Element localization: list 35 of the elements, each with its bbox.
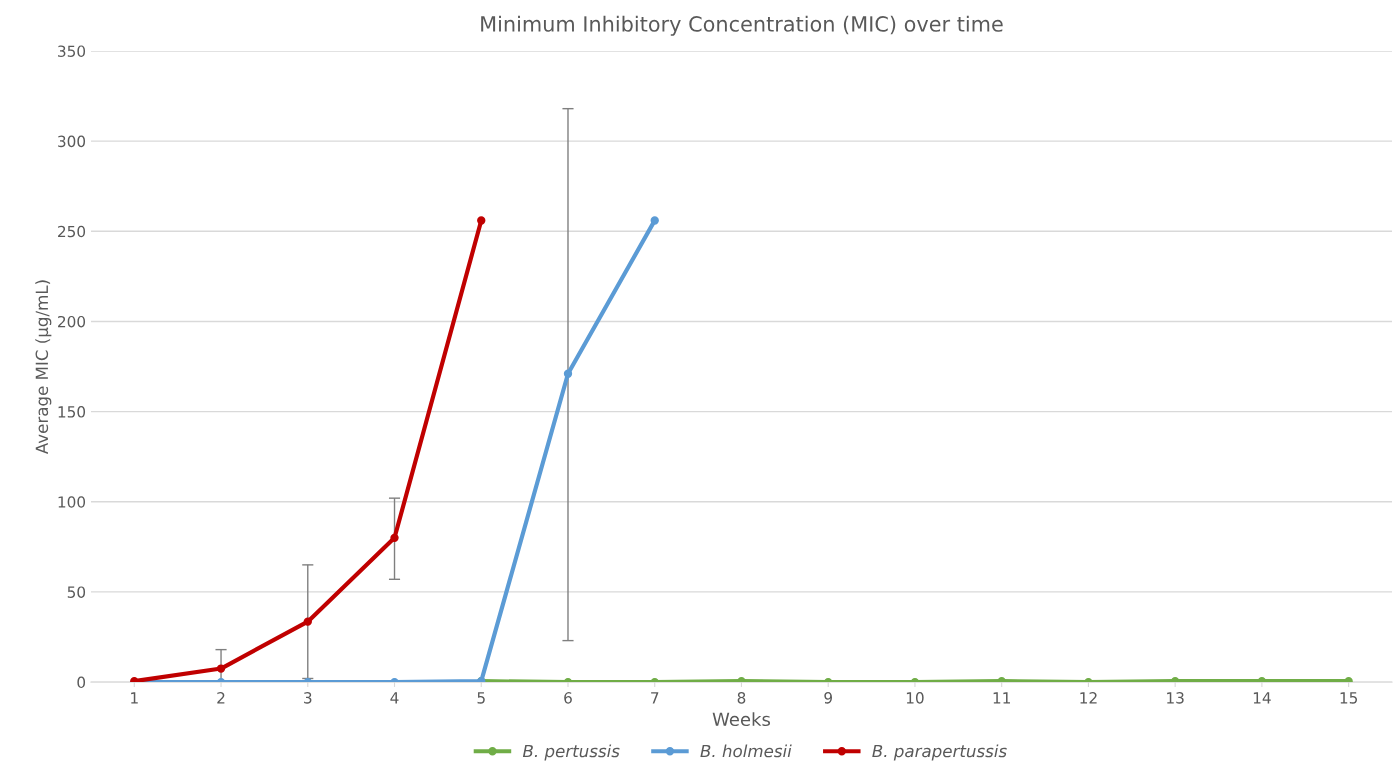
x-tick-label: 14: [1253, 692, 1271, 704]
point: [477, 216, 486, 225]
point: [563, 369, 573, 378]
y-tick-label: 100: [58, 496, 86, 508]
x-tick-label: 7: [651, 692, 659, 704]
y-tick-label: 250: [58, 225, 86, 238]
y-tick-label: 350: [58, 45, 86, 57]
y-tick-label: 150: [58, 406, 86, 418]
x-tick-label: 2: [217, 692, 225, 704]
chart-title: Minimum Inhibitory Concentration (MIC) over time: [481, 15, 1003, 36]
x-tick-label: 4: [390, 692, 399, 704]
x-tick-label: 10: [906, 692, 924, 704]
x-axis-title: Weeks: [712, 712, 771, 727]
point: [390, 533, 399, 542]
x-tick-label: 15: [1340, 692, 1358, 704]
x-tick-label: 8: [737, 692, 746, 704]
x-tick-label: 5: [477, 692, 485, 704]
legend-label: B. holmesii: [700, 744, 792, 758]
x-tick-label: 1: [131, 692, 138, 704]
legend-label: B. pertussis: [522, 744, 620, 761]
x-tick-label: 12: [1080, 692, 1097, 704]
x-tick-label: 3: [304, 692, 312, 704]
y-axis-title: Average MIC (µg/mL): [35, 280, 52, 455]
x-tick-label: 6: [564, 692, 572, 704]
x-tick-label: 13: [1167, 692, 1184, 704]
point: [303, 617, 312, 626]
y-tick-label: 50: [67, 586, 86, 598]
x-tick-label: 9: [824, 692, 832, 704]
x-tick-label: 11: [993, 692, 1010, 704]
point: [216, 664, 226, 673]
point: [650, 216, 659, 225]
y-tick-label: 0: [77, 676, 86, 689]
legend-label: B. parapertussis: [872, 744, 1007, 761]
y-tick-label: 200: [58, 315, 86, 328]
y-tick-label: 300: [58, 135, 86, 148]
